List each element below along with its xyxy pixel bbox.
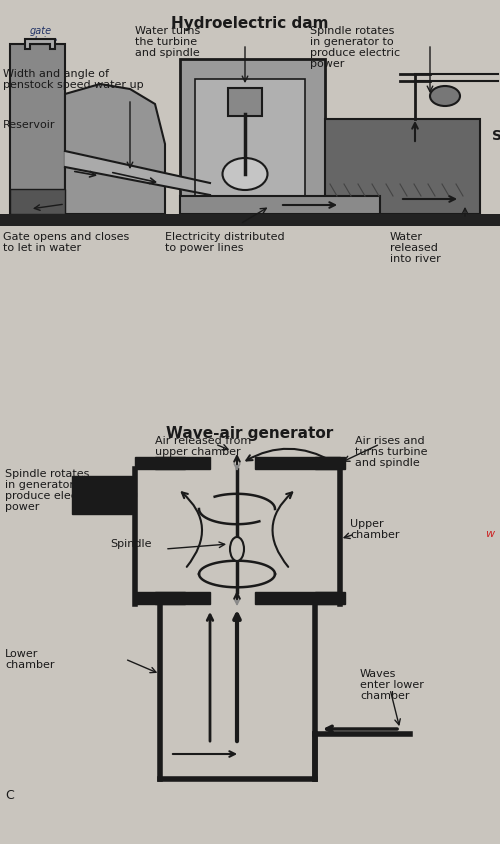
Bar [195, 79, 305, 199]
Bar [10, 44, 65, 214]
Bar [0, 214, 500, 226]
Text: Air rises and: Air rises and [355, 436, 424, 446]
Bar [180, 196, 380, 214]
Text: Electricity distributed: Electricity distributed [165, 232, 284, 242]
Polygon shape [135, 592, 210, 604]
Polygon shape [155, 457, 185, 469]
Text: and spindle: and spindle [355, 458, 420, 468]
Text: Lower: Lower [5, 649, 38, 659]
Text: chamber: chamber [360, 691, 410, 701]
Bar [228, 88, 262, 116]
Text: power: power [310, 59, 344, 69]
Ellipse shape [430, 86, 460, 106]
Ellipse shape [222, 158, 268, 190]
Text: S: S [492, 129, 500, 143]
Polygon shape [65, 84, 165, 214]
Text: C: C [5, 789, 14, 802]
Text: gate: gate [30, 26, 52, 36]
Bar [180, 59, 325, 214]
Text: Wave-air generator: Wave-air generator [166, 426, 334, 441]
Polygon shape [135, 457, 210, 469]
Text: Spindle rotates: Spindle rotates [5, 469, 89, 479]
Text: Water: Water [390, 232, 423, 242]
Text: Spindle rotates: Spindle rotates [310, 26, 394, 36]
Text: Air released from: Air released from [155, 436, 252, 446]
Text: penstock speed water up: penstock speed water up [3, 80, 144, 90]
Bar [325, 119, 480, 214]
Text: power: power [5, 502, 40, 512]
Bar [10, 189, 65, 214]
Text: produce electric: produce electric [5, 491, 95, 501]
Polygon shape [315, 457, 345, 469]
Text: into river: into river [390, 254, 441, 264]
Text: Reservoir: Reservoir [3, 120, 56, 130]
Text: chamber: chamber [350, 530, 400, 540]
Text: produce electric: produce electric [310, 48, 400, 58]
Text: chamber: chamber [5, 660, 54, 670]
Text: enter lower: enter lower [360, 680, 424, 690]
Text: Width and angle of: Width and angle of [3, 69, 109, 79]
Text: Gate opens and closes: Gate opens and closes [3, 232, 129, 242]
Text: released: released [390, 243, 438, 253]
Text: to let in water: to let in water [3, 243, 81, 253]
Polygon shape [255, 592, 340, 604]
Text: sluice: sluice [30, 36, 58, 46]
Text: Water turns: Water turns [135, 26, 200, 36]
Text: Hydroelectric dam: Hydroelectric dam [171, 16, 329, 31]
Text: Waves: Waves [360, 669, 397, 679]
Text: to power lines: to power lines [165, 243, 244, 253]
Polygon shape [315, 592, 345, 604]
Polygon shape [255, 457, 340, 469]
Bar [72, 476, 132, 514]
Text: turns turbine: turns turbine [355, 447, 428, 457]
Ellipse shape [230, 537, 244, 561]
Polygon shape [65, 151, 210, 195]
Polygon shape [25, 39, 55, 49]
Text: in generator to: in generator to [310, 37, 394, 47]
Text: in generator to: in generator to [5, 480, 88, 490]
Text: upper chamber: upper chamber [155, 447, 240, 457]
Polygon shape [155, 592, 185, 604]
Text: and spindle: and spindle [135, 48, 200, 58]
Text: Spindle: Spindle [110, 539, 152, 549]
Text: w: w [485, 529, 494, 539]
Text: the turbine: the turbine [135, 37, 197, 47]
Text: Upper: Upper [350, 519, 384, 529]
